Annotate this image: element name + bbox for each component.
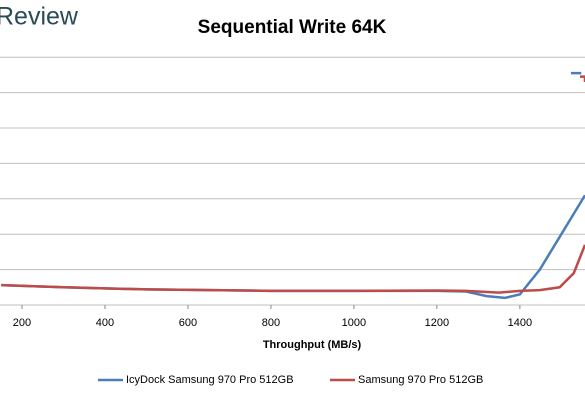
x-tick-label: 200	[13, 317, 31, 329]
legend-label: IcyDock Samsung 970 Pro 512GB	[126, 374, 294, 386]
x-tick-label: 800	[262, 317, 280, 329]
chart-title: Sequential Write 64K	[198, 17, 387, 38]
logo: Review	[0, 3, 79, 31]
x-tick-label: 1200	[425, 317, 449, 329]
series-line	[1, 75, 585, 294]
x-axis-title: Throughput (MB/s)	[263, 339, 362, 351]
legend-label: Samsung 970 Pro 512GB	[358, 374, 483, 386]
x-tick-label: 400	[96, 317, 114, 329]
x-tick-label: 1000	[342, 317, 366, 329]
series-line	[1, 71, 585, 300]
x-tick-label: 600	[179, 317, 197, 329]
x-tick-label: 1400	[508, 317, 532, 329]
